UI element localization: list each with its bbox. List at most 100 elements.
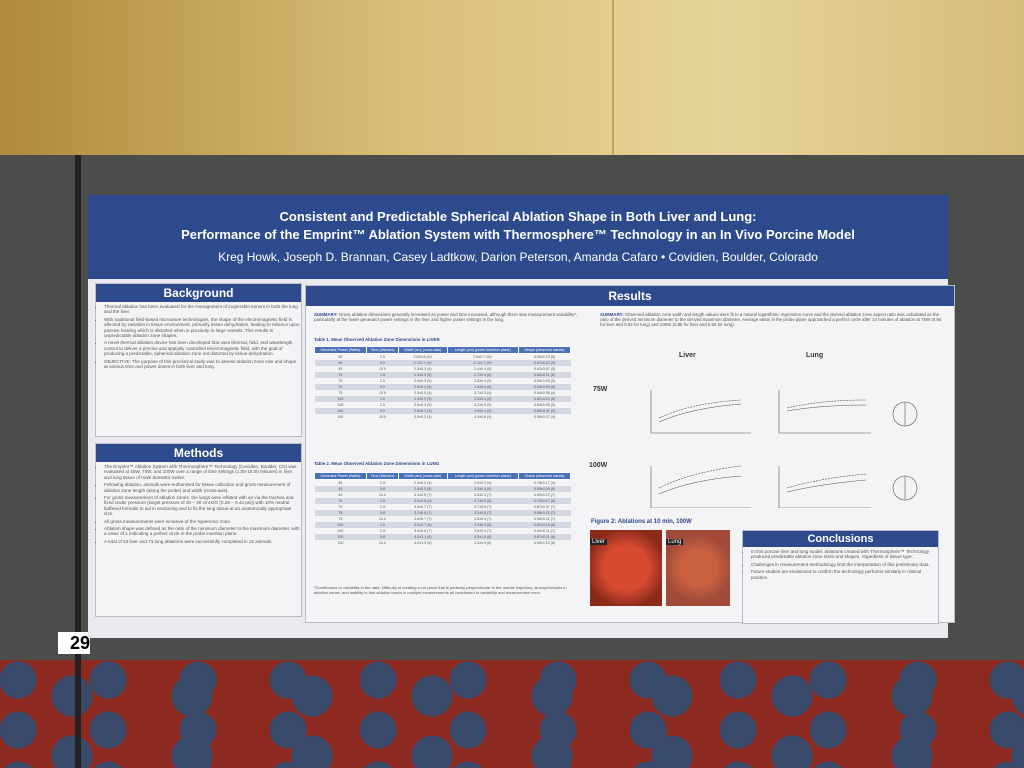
table-cell: 45	[338, 481, 343, 485]
summary-label: SUMMARY:	[314, 312, 338, 317]
table-row: 45 10.0 3.1±0.6 (7) 3.5±0.3 (7) 0.89±0.12 (7…	[315, 492, 571, 498]
table-cell: 2.4±0.4 (5)	[474, 367, 492, 371]
table-cell: 0.85±0.09 (5)	[533, 379, 556, 383]
section-heading: Methods	[96, 444, 301, 462]
table-cell: 10.0	[378, 367, 386, 371]
table-cell: 2.9±0.3 (5)	[414, 379, 432, 383]
summary-text: Observed ablation zone width and length …	[600, 312, 942, 328]
table-cell: 0.87±0.07 (7)	[533, 505, 556, 509]
wall	[0, 0, 1024, 170]
bullet: All gross measurements were inclusive of…	[104, 519, 301, 524]
table-cell: 100	[314, 396, 367, 402]
table-cell: 3.5±0.3 (7)	[474, 493, 492, 497]
table-cell: 100	[314, 534, 367, 540]
table-row: 75 2.5 3.3±0.7 (7) 3.7±0.6 (7) 0.87±0.07 (7)	[315, 504, 571, 510]
table-cell: 4.5±1.0 (6)	[447, 534, 519, 540]
table-cell: 3.6±0.7 (7)	[414, 517, 432, 521]
table-cell: 4.5±0.1 (3)	[447, 408, 519, 414]
table-cell: 100	[337, 415, 344, 419]
liver-table: Generator Power (Watts) Time (Minutes) Wid…	[314, 346, 571, 420]
column-header: Width (cm) (cross-axis)	[398, 346, 448, 354]
table-cell: 0.90±0.10 (6)	[533, 541, 556, 545]
table-cell: 2.5	[379, 481, 385, 485]
table-cell: 2.5	[379, 379, 385, 383]
table-cell: 3.5±0.5 (4)	[414, 391, 432, 395]
table-row: 100 5.0 3.8±0.1 (3) 4.5±0.1 (3) 0.85±0.01 (3…	[314, 408, 571, 414]
table-caption: Table 1. Mean Observed Ablation Zone Dim…	[314, 337, 440, 342]
table-cell: 3.2±0.6 (7)	[414, 529, 432, 533]
table-cell: 3.3±0.7 (7)	[414, 505, 432, 509]
table-cell: 0.82±0.15 (6)	[518, 522, 571, 528]
table-cell: 3.0±0.4 (6)	[398, 384, 447, 390]
table-cell: 45	[314, 486, 367, 492]
table-cell: 5.0	[366, 534, 399, 540]
table-cell: 75	[314, 372, 367, 378]
table-cell: 3.9±0.4 (6)	[447, 522, 519, 528]
section-heading: Background	[96, 284, 301, 302]
table-cell: 4.4±0.6 (4)	[474, 415, 492, 419]
table-cell: 45	[314, 360, 367, 366]
chart-col-label: Lung	[806, 352, 824, 359]
lung-table: Generator Power (Watts) Time (Minutes) Wid…	[314, 472, 571, 546]
bullet: With traditional field-based microwave t…	[104, 317, 301, 339]
bullet: For gross measurement of ablation zones,…	[104, 495, 301, 517]
table-cell: 2.3±0.3 (5)	[414, 367, 432, 371]
table-cell: 5.0	[366, 486, 399, 492]
table-cell: 1.0	[366, 522, 399, 528]
table-cell: 4.3±0.9 (6)	[474, 541, 492, 545]
summary: SUMMARY: Gross ablation dimensions gener…	[314, 312, 584, 322]
poster: Consistent and Predictable Spherical Abl…	[88, 195, 955, 638]
column-header: Length (cm) (probe insertion plane)	[446, 346, 520, 354]
table-cell: 45	[338, 493, 343, 497]
table-cell: 2.5	[379, 355, 385, 359]
table-row: 75 2.5 2.9±0.3 (5) 3.5±0.4 (5) 0.85±0.09 (5)	[315, 378, 571, 384]
table-cell: 0.87±0.11 (6)	[518, 534, 571, 540]
table-cell: 75	[338, 517, 343, 521]
photo-label: Liver	[590, 539, 608, 545]
table-cell: 10.0	[378, 391, 386, 395]
figure-caption: Figure 2: Ablations at 10 min, 100W	[591, 519, 692, 525]
table-cell: 0.90±0.10 (5)	[533, 355, 556, 359]
table-row: 45 2.5 2.3±0.3 (4) 2.9±0.3 (4) 0.78±0.17 (4)	[315, 480, 571, 487]
table-cell: 0.88±0.15 (7)	[518, 510, 571, 516]
table-cell: 0.86±0.11 (6)	[518, 372, 571, 378]
bullet: OBJECTIVE: The purpose of this preclinic…	[104, 359, 301, 370]
chart-col-label: Liver	[679, 352, 696, 359]
table-cell: 2.5	[379, 529, 385, 533]
table-row: 100 1.0 2.3±0.2 (5) 2.8±0.1 (5) 0.82±0.10 (5…	[314, 396, 571, 402]
stand	[0, 155, 81, 768]
table-cell: 3.8±0.1 (3)	[398, 408, 447, 414]
table-cell: 2.6±0.5 (6)	[398, 486, 447, 492]
section-heading: Conclusions	[743, 531, 938, 547]
bullet: In this porcine liver and lung model, ab…	[751, 549, 938, 560]
bullet-list: The Emprint™ Ablation System with Thermo…	[96, 464, 301, 544]
table-cell: 0.84±0.05 (5)	[533, 403, 556, 407]
footnote: *Contributors to variability in the data…	[314, 585, 567, 595]
table-cell: 75	[338, 379, 343, 383]
table-cell: 0.89±0.12 (7)	[533, 493, 556, 497]
table-cell: 3.6±0.4 (5)	[414, 403, 432, 407]
table-row: 100 10.0 3.9±0.3 (4) 4.4±0.6 (4) 0.90±0.07 (…	[315, 414, 571, 420]
bullet-list: Thermal ablation has been evaluated for …	[96, 304, 301, 369]
table-row: 100 1.0 3.2±0.7 (6) 3.9±0.4 (6) 0.82±0.15 (6…	[314, 522, 571, 528]
table-cell: 0.78±0.17 (4)	[533, 481, 556, 485]
table-cell: 3.7±0.6 (7)	[398, 510, 447, 516]
bullet: Future studies are envisioned to confirm…	[751, 569, 938, 580]
table-cell: 2.7±0.7 (5)*	[398, 360, 447, 366]
table-cell: 1.0	[366, 396, 399, 402]
column-header: Shape (observed values)	[518, 346, 571, 354]
table-cell: 75	[314, 510, 367, 516]
table-cell: 45	[338, 367, 343, 371]
header-row: Generator Power (Watts) Time (Minutes) Wid…	[314, 472, 571, 480]
table-cell: 3.5±0.4 (5)	[474, 379, 492, 383]
table-cell: 2.7±0.7 (5)*	[447, 360, 519, 366]
table-cell: 2.6±0.7 (5)*	[473, 355, 493, 359]
table-cell: 10.0	[378, 493, 386, 497]
title-line: Consistent and Predictable Spherical Abl…	[279, 209, 757, 224]
table-cell: 0.97±0.02 (5)	[518, 360, 571, 366]
table-cell: 0.94±0.06 (4)	[533, 391, 556, 395]
bullet: Following ablation, animals were euthani…	[104, 482, 301, 493]
table-cell: 5.0	[366, 408, 399, 414]
table-cell: 5.0	[366, 384, 399, 390]
table-cell: 0.89±0.09 (6)	[518, 486, 571, 492]
